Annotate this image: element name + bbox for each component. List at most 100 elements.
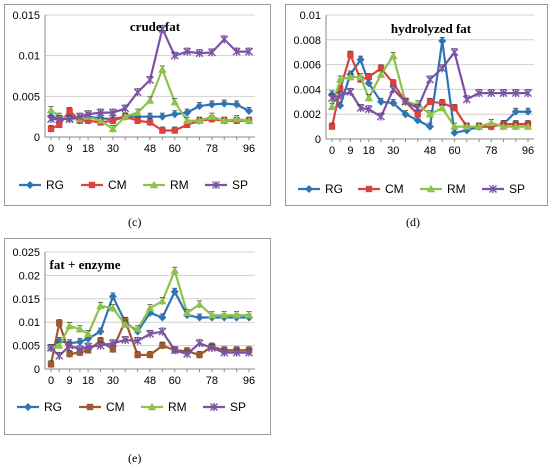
y-tick-label-0-01: 0.01 — [300, 10, 321, 22]
data-point-cm — [109, 117, 117, 124]
x-tick-label-0: 0 — [329, 145, 335, 157]
chart-panel-fat-enzyme: 0 0.005 0.01 0.015 0.02 0.025 0 9 18 30 48 60 78 96 fa… — [4, 238, 271, 435]
data-point-rg — [232, 100, 241, 109]
data-point-sp — [65, 115, 74, 124]
data-point-rg — [389, 99, 398, 108]
data-point-cm — [146, 119, 154, 126]
data-point-sp — [232, 47, 241, 56]
data-point-sp — [146, 329, 154, 338]
legend-marker-sp — [212, 181, 220, 189]
data-point-rg — [336, 101, 345, 110]
series-sp — [47, 24, 253, 124]
data-point-cm — [365, 73, 372, 81]
legend-marker-rg — [26, 181, 34, 189]
data-point-rg — [75, 337, 84, 346]
data-point-rg — [195, 313, 204, 322]
data-point-rg — [96, 327, 105, 336]
data-point-rg — [170, 110, 179, 119]
data-point-rg — [438, 37, 447, 46]
data-point-sp — [55, 351, 64, 360]
data-point-rg — [220, 99, 229, 108]
data-point-cm — [109, 346, 117, 353]
data-point-sp — [75, 345, 84, 354]
data-point-cm — [377, 65, 385, 72]
data-point-rg — [401, 110, 410, 119]
data-point-sp — [207, 48, 216, 57]
legend-item-cm: CM — [358, 182, 404, 196]
data-point-cm — [183, 121, 191, 128]
data-point-rm — [108, 303, 118, 312]
data-point-rm — [75, 325, 85, 333]
y-tick-label-0-025: 0.025 — [12, 247, 40, 259]
legend-marker-cm — [365, 185, 373, 193]
data-point-rm — [83, 329, 93, 338]
data-point-cm — [159, 342, 166, 349]
x-tick-label-60: 60 — [169, 375, 181, 387]
data-point-cm — [488, 123, 495, 130]
data-point-cm — [97, 337, 104, 345]
data-point-sp — [47, 115, 55, 124]
x-tick-label-78: 78 — [206, 375, 218, 387]
legend-marker-rg — [305, 185, 313, 193]
data-point-rm — [158, 65, 167, 73]
data-point-sp — [245, 47, 253, 56]
data-point-rm — [170, 266, 179, 274]
y-tick-label-0-02: 0.02 — [19, 270, 40, 282]
data-point-rm — [220, 310, 229, 319]
data-point-rm — [145, 303, 155, 312]
data-point-cm — [347, 51, 354, 58]
legend-label-cm: CM — [108, 178, 127, 192]
data-point-cm — [196, 351, 203, 359]
legend-item-cm: CM — [81, 178, 127, 192]
data-point-cm — [47, 361, 55, 368]
x-tick-label-96: 96 — [243, 143, 255, 155]
data-point-rm — [335, 75, 345, 83]
x-tick-label-9: 9 — [67, 375, 73, 387]
caption-d: (d) — [406, 215, 420, 229]
data-point-rm — [346, 72, 355, 81]
data-point-rm — [207, 112, 217, 120]
data-point-rm — [121, 320, 130, 328]
y-tick-label-0-005: 0.005 — [12, 91, 40, 103]
legend-marker-rm — [149, 180, 159, 189]
data-point-sp — [108, 108, 117, 117]
data-point-cm — [134, 351, 141, 359]
series-sp — [47, 327, 253, 360]
chart-title: crude fat — [130, 19, 181, 34]
data-point-rm — [158, 296, 167, 305]
chart-panel-crude-fat: 0 0.005 0.01 0.015 0 9 18 30 48 60 78 96 crude fat RG… — [4, 4, 271, 206]
data-point-cm — [56, 319, 63, 327]
legend-marker-rg — [24, 403, 32, 411]
legend-label-sp: SP — [232, 178, 248, 192]
data-point-cm — [66, 350, 73, 358]
legend-marker-cm — [86, 403, 94, 411]
series-rm — [327, 51, 533, 131]
x-tick-label-0: 0 — [48, 143, 54, 155]
series-line-sp — [50, 330, 249, 357]
data-point-cm — [426, 98, 434, 105]
data-point-sp — [65, 341, 74, 350]
legend-marker-sp — [210, 403, 218, 411]
series-line-rg — [331, 39, 528, 134]
x-tick-label-18: 18 — [363, 145, 375, 157]
legend-item-rg: RG — [298, 182, 343, 196]
data-point-sp — [133, 88, 142, 97]
data-point-sp — [75, 112, 84, 121]
legend-item-rg: RG — [19, 178, 64, 192]
x-tick-label-48: 48 — [424, 145, 436, 157]
data-point-sp — [438, 64, 447, 73]
data-point-rm — [121, 112, 130, 120]
legend-marker-cm — [88, 181, 96, 189]
data-point-rg — [170, 287, 179, 296]
data-point-rm — [96, 301, 105, 310]
data-point-rm — [499, 122, 508, 130]
x-tick-label-30: 30 — [387, 145, 399, 157]
y-tick-label-0-01: 0.01 — [19, 51, 40, 63]
legend-item-sp: SP — [203, 400, 246, 414]
data-point-cm — [134, 117, 141, 124]
data-point-sp — [413, 104, 422, 112]
data-point-sp — [84, 342, 93, 351]
data-point-rm — [389, 51, 398, 60]
x-tick-label-30: 30 — [107, 375, 119, 387]
data-point-cm — [146, 351, 154, 359]
